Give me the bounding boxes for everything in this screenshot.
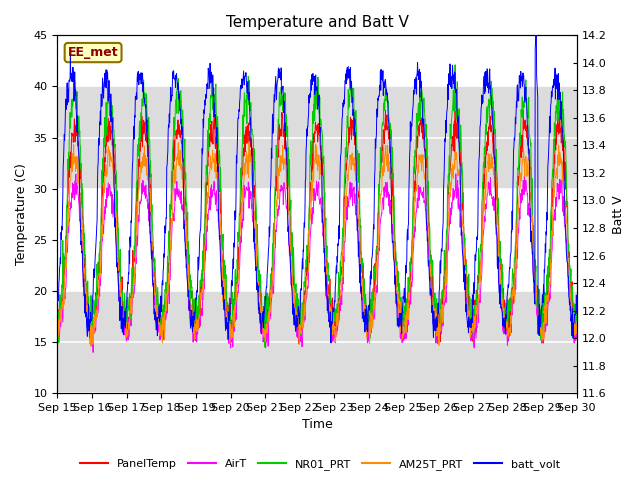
Y-axis label: Temperature (C): Temperature (C) [15, 163, 28, 265]
Bar [58, 86, 577, 189]
Y-axis label: Batt V: Batt V [612, 195, 625, 234]
X-axis label: Time: Time [301, 419, 332, 432]
Title: Temperature and Batt V: Temperature and Batt V [226, 15, 408, 30]
Legend: PanelTemp, AirT, NR01_PRT, AM25T_PRT, batt_volt: PanelTemp, AirT, NR01_PRT, AM25T_PRT, ba… [76, 455, 564, 474]
Bar [58, 291, 577, 393]
Text: EE_met: EE_met [68, 46, 118, 59]
